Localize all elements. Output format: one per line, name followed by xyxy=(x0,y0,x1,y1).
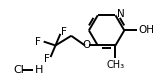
Text: N: N xyxy=(117,9,125,19)
Text: OH: OH xyxy=(138,25,154,35)
Text: F: F xyxy=(61,27,67,37)
Text: Cl: Cl xyxy=(13,65,24,75)
Text: CH₃: CH₃ xyxy=(106,60,125,70)
Text: F: F xyxy=(44,54,50,64)
Text: H: H xyxy=(35,65,43,75)
Text: F: F xyxy=(35,37,41,47)
Text: O: O xyxy=(83,40,91,50)
